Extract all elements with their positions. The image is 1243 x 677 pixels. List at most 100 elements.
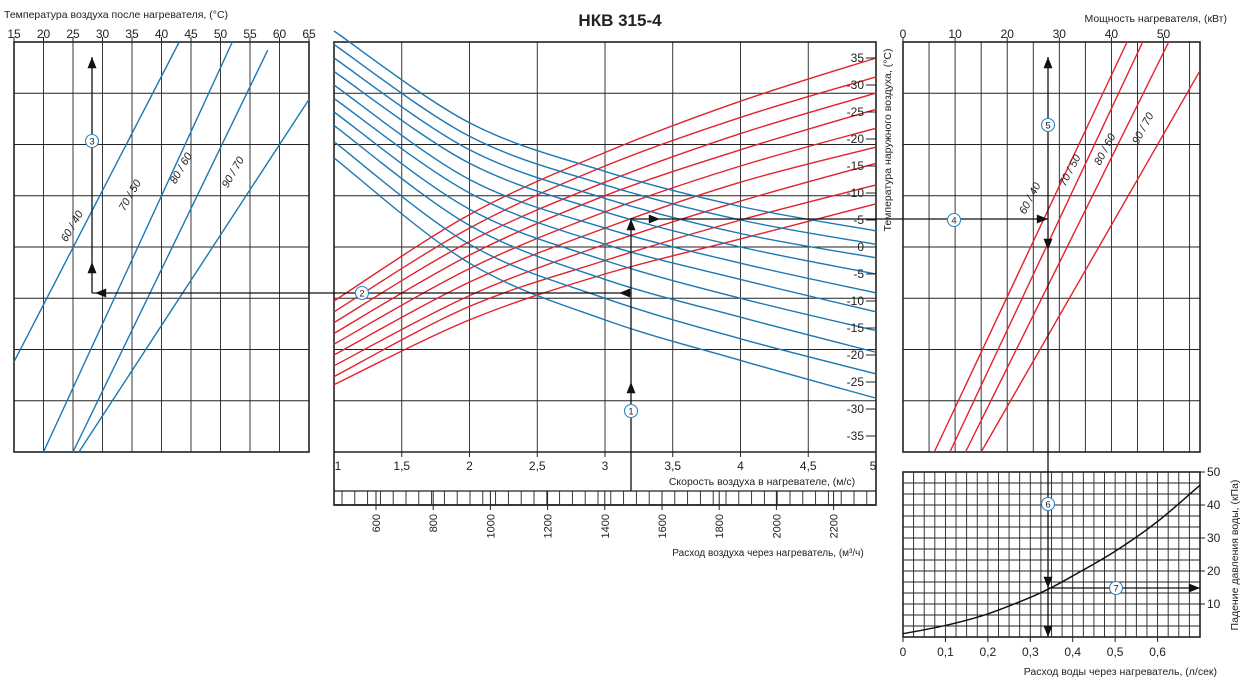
- arrowhead-step-2-left: [95, 288, 107, 298]
- left-tick-label: 50: [214, 27, 228, 41]
- outside-temp-tick-label: -35: [847, 429, 865, 443]
- outside-temp-tick-label: -20: [847, 132, 865, 146]
- outside-temp-tick-label: -5: [853, 213, 864, 227]
- outside-temp-tick-label: -25: [847, 375, 865, 389]
- left-axis-label: Температура воздуха после нагревателя, (…: [4, 9, 228, 21]
- outside-temp-tick-label: -5: [853, 267, 864, 281]
- velocity-tick-label: 3: [602, 459, 609, 473]
- velocity-tick-label: 4,5: [800, 459, 817, 473]
- step-marker-5: [1040, 117, 1056, 133]
- power-tick-label: 10: [948, 27, 962, 41]
- pressure-axis-label: Падение давления воды, (кПа): [1229, 480, 1241, 631]
- outside-temp-tick-label: -15: [847, 159, 865, 173]
- velocity-tick-label: 2: [466, 459, 473, 473]
- velocity-tick-label: 3,5: [664, 459, 681, 473]
- velocity-tick-label: 1: [335, 459, 342, 473]
- arrowhead-step-4-power: [1036, 214, 1048, 224]
- left-tick-label: 40: [155, 27, 169, 41]
- outside-temp-tick-label: -10: [847, 294, 865, 308]
- main-red-curve-3: [333, 92, 877, 324]
- main-blue-curve-10: [333, 157, 877, 399]
- main-red-curve-1: [333, 57, 877, 302]
- main-red-curve-9: [333, 203, 877, 386]
- water-flow-tick-label: 0,2: [980, 645, 997, 659]
- outside-temp-tick-label: -25: [847, 105, 865, 119]
- pressure-tick-label: 50: [1207, 465, 1221, 479]
- step-marker-label-4: 4: [951, 216, 956, 227]
- arrowhead-step-6-c: [1043, 625, 1053, 637]
- main-red-curve-4: [333, 108, 877, 335]
- main-blue-curve-5: [333, 84, 877, 294]
- airflow-tick-label: 1000: [485, 514, 497, 538]
- left-line-1: [13, 41, 180, 363]
- left-tick-label: 35: [125, 27, 139, 41]
- main-blue-curve-3: [333, 57, 877, 259]
- main-blue-curve-1: [333, 30, 877, 232]
- velocity-tick-label: 4: [737, 459, 744, 473]
- step-marker-7: [1108, 580, 1124, 596]
- main-blue-curve-9: [333, 141, 877, 375]
- power-line-2: [949, 41, 1144, 453]
- left-tick-label: 55: [243, 27, 257, 41]
- airflow-tick-label: 1800: [714, 514, 726, 538]
- left-tick-label: 60: [273, 27, 287, 41]
- step-marker-label-2: 2: [359, 289, 364, 300]
- airflow-tick-label: 800: [428, 514, 440, 532]
- power-tick-label: 0: [900, 27, 907, 41]
- power-ratio-label-2: 70 / 50: [1057, 152, 1084, 188]
- power-line-3: [964, 41, 1170, 453]
- arrowhead-step-4-main: [648, 214, 660, 224]
- power-tick-label: 20: [1001, 27, 1015, 41]
- airflow-tick-label: 600: [371, 514, 383, 532]
- arrowhead-step-3-top: [87, 57, 97, 69]
- step-marker-label-6: 6: [1045, 500, 1050, 511]
- step-marker-1: [623, 403, 639, 419]
- main-blue-curve-7: [333, 111, 877, 332]
- velocity-axis-label: Скорость воздуха в нагревателе, (м/с): [669, 476, 855, 488]
- outside-temp-tick-label: 0: [857, 240, 864, 254]
- arrowhead-step-1-low: [626, 382, 636, 394]
- velocity-tick-label: 5: [870, 459, 877, 473]
- outside-temp-axis-label: Температура наружного воздуха, (°С): [882, 49, 894, 232]
- arrowhead-step-6-b: [1043, 576, 1053, 588]
- water-flow-axis-label: Расход воды через нагреватель, (л/сек): [1024, 666, 1217, 677]
- step-marker-label-3: 3: [89, 137, 94, 148]
- outside-temp-tick-label: 35: [851, 51, 865, 65]
- velocity-tick-label: 2,5: [529, 459, 546, 473]
- arrowhead-step-5-top: [1043, 57, 1053, 69]
- outside-temp-tick-label: -30: [847, 402, 865, 416]
- power-tick-label: 30: [1053, 27, 1067, 41]
- chart-title: НКВ 315-4: [578, 11, 662, 30]
- water-flow-tick-label: 0,6: [1149, 645, 1166, 659]
- pressure-tick-label: 40: [1207, 498, 1221, 512]
- main-blue-curve-6: [333, 97, 877, 313]
- step-marker-label-7: 7: [1113, 584, 1118, 595]
- outside-temp-tick-label: -10: [847, 186, 865, 200]
- outside-temp-tick-label: -20: [847, 348, 865, 362]
- airflow-tick-label: 1200: [543, 514, 555, 538]
- power-line-1: [933, 41, 1128, 453]
- main-blue-curve-8: [333, 124, 877, 353]
- outside-temp-tick-label: -30: [847, 78, 865, 92]
- power-ratio-label-4: 90 / 70: [1130, 110, 1157, 146]
- step-marker-2: [354, 285, 370, 301]
- left-tick-label: 65: [302, 27, 316, 41]
- left-tick-label: 25: [66, 27, 80, 41]
- left-tick-label: 45: [184, 27, 198, 41]
- step-marker-4: [946, 212, 962, 228]
- step-marker-6: [1040, 496, 1056, 512]
- main-blue-curve-2: [333, 43, 877, 245]
- airflow-tick-label: 2000: [771, 514, 783, 538]
- water-flow-tick-label: 0,5: [1107, 645, 1124, 659]
- arrowhead-step-6-a: [1043, 238, 1053, 250]
- water-flow-tick-label: 0: [900, 645, 907, 659]
- pressure-tick-label: 20: [1207, 564, 1221, 578]
- left-line-3: [72, 49, 269, 453]
- airflow-tick-label: 1400: [600, 514, 612, 538]
- airflow-tick-label: 2200: [829, 514, 841, 538]
- arrowhead-step-1-top: [626, 219, 636, 231]
- left-ratio-label-2: 70 / 50: [117, 177, 145, 213]
- step-marker-3: [84, 133, 100, 149]
